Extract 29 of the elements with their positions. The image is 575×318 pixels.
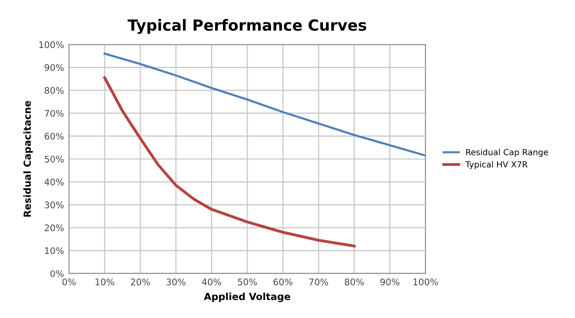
x-tick-label: 40% bbox=[202, 278, 222, 286]
y-tick-label: 10% bbox=[45, 247, 64, 254]
line-series bbox=[104, 52, 426, 157]
legend-label: Residual Cap Range bbox=[466, 148, 548, 157]
line-series bbox=[103, 76, 356, 248]
x-tick-label: 30% bbox=[166, 278, 186, 286]
x-tick-label: 60% bbox=[274, 278, 292, 286]
x-tick-label: 20% bbox=[130, 278, 150, 286]
y-tick-label: 20% bbox=[44, 224, 64, 232]
y-tick-label: 60% bbox=[44, 132, 64, 140]
x-tick-label: 0% bbox=[62, 278, 76, 286]
y-tick-label: 40% bbox=[44, 178, 64, 186]
y-tick-label: 70% bbox=[44, 110, 64, 117]
y-axis-title: Residual Capacitacne bbox=[23, 100, 33, 217]
y-tick-label: 80% bbox=[44, 87, 64, 94]
x-tick-label: 90% bbox=[380, 278, 400, 286]
y-tick-label: 90% bbox=[44, 64, 64, 71]
x-tick-label: 80% bbox=[344, 278, 364, 286]
legend-label: Typical HV X7R bbox=[465, 161, 528, 170]
y-tick-label: 50% bbox=[44, 156, 64, 163]
x-tick-label: 10% bbox=[96, 278, 114, 286]
chart-title: Typical Performance Curves bbox=[128, 19, 366, 34]
y-tick-label: 30% bbox=[44, 202, 64, 208]
x-tick-label: 70% bbox=[309, 278, 328, 286]
y-tick-label: 100% bbox=[39, 41, 64, 48]
x-tick-label: 100% bbox=[414, 278, 438, 286]
x-axis-title: Applied Voltage bbox=[204, 292, 290, 302]
x-tick-label: 50% bbox=[238, 278, 257, 286]
y-tick-label: 0% bbox=[50, 270, 64, 278]
